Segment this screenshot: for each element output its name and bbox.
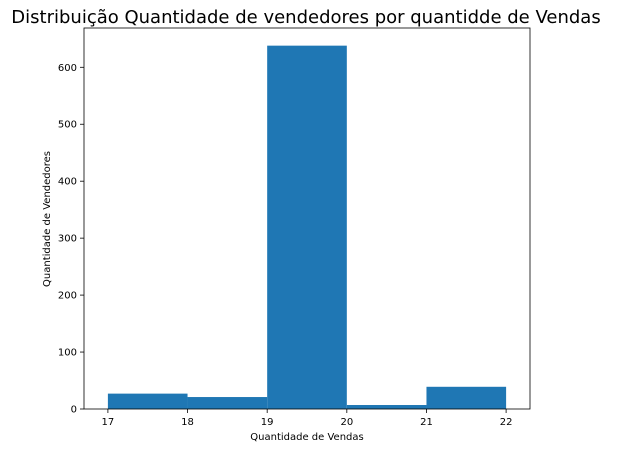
y-tick-label-6: 600 xyxy=(58,63,77,74)
plot-frame xyxy=(83,27,531,410)
x-axis-label: Quantidade de Vendas xyxy=(250,432,363,443)
bars-group xyxy=(107,45,507,409)
y-tick-label-5: 500 xyxy=(58,120,77,131)
x-tick-label-4: 21 xyxy=(420,417,433,428)
bar-1 xyxy=(187,397,268,409)
bar-3 xyxy=(346,405,427,409)
bar-4 xyxy=(426,386,507,409)
y-tick-label-3: 300 xyxy=(58,234,77,245)
bar-0 xyxy=(107,393,188,409)
x-axis-ticks: 17 18 19 20 21 22 xyxy=(102,409,513,428)
x-tick-label-1: 18 xyxy=(181,417,194,428)
y-axis-ticks: 0 100 200 300 400 500 600 xyxy=(58,63,84,416)
y-tick-label-4: 400 xyxy=(58,177,77,188)
chart-title: Distribuição Quantidade de vendedores po… xyxy=(11,7,600,28)
y-axis-label: Quantidade de Vendedores xyxy=(42,151,53,287)
x-tick-label-2: 19 xyxy=(261,417,274,428)
bar-2 xyxy=(267,45,347,409)
y-tick-label-0: 0 xyxy=(71,405,77,416)
x-tick-label-3: 20 xyxy=(340,417,353,428)
y-tick-label-1: 100 xyxy=(58,348,77,359)
x-tick-label-0: 17 xyxy=(102,417,115,428)
y-tick-label-2: 200 xyxy=(58,291,77,302)
x-tick-label-5: 22 xyxy=(500,417,513,428)
